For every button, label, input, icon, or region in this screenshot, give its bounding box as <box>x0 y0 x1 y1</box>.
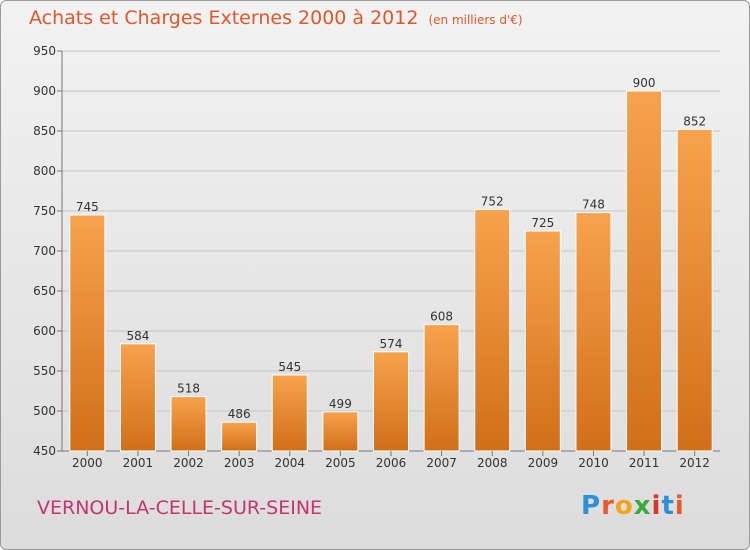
value-labels: 745 584 518 486 545 499 574 608 752 725 748 900 852 <box>76 76 706 421</box>
x-tick-label: 2004 <box>274 456 305 470</box>
x-tick-label: 2012 <box>679 456 710 470</box>
bar <box>373 351 409 452</box>
value-label: 725 <box>531 216 554 230</box>
bar <box>221 421 258 452</box>
value-label: 574 <box>380 337 403 351</box>
bar-series <box>69 90 713 452</box>
x-tick-label: 2007 <box>426 456 457 470</box>
city-name: VERNOU-LA-CELLE-SUR-SEINE <box>37 497 323 519</box>
value-label: 900 <box>633 76 656 90</box>
bar <box>69 214 106 452</box>
x-tick-label: 2002 <box>173 456 204 470</box>
chart-unit: (en milliers d'€) <box>428 13 523 27</box>
logo-letter: i <box>651 491 662 521</box>
value-label: 518 <box>177 382 200 396</box>
logo-letter: r <box>601 491 615 521</box>
proxiti-logo: Proxiti <box>581 491 685 521</box>
y-tick-label: 550 <box>33 364 56 378</box>
logo-letter: o <box>614 491 634 521</box>
logo-letter: t <box>661 491 675 521</box>
bar <box>170 396 207 452</box>
value-label: 752 <box>481 194 504 208</box>
x-tick-label: 2006 <box>376 456 407 470</box>
value-label: 745 <box>76 200 99 214</box>
bar <box>676 128 713 452</box>
chart-title: Achats et Charges Externes 2000 à 2012 (e… <box>29 7 523 29</box>
x-axis: 2000 2001 2002 2003 2004 2005 2006 2007 2008 2009… <box>72 451 710 470</box>
y-tick-label: 450 <box>33 444 56 458</box>
x-tick-label: 2005 <box>325 456 356 470</box>
logo-letter: x <box>633 491 652 521</box>
y-tick-label: 700 <box>33 244 56 258</box>
logo-letter: i <box>674 491 685 521</box>
y-tick-label: 650 <box>33 284 56 298</box>
bar <box>626 90 663 452</box>
x-tick-label: 2000 <box>72 456 103 470</box>
bar <box>119 343 156 452</box>
x-tick-label: 2001 <box>123 456 154 470</box>
y-tick-label: 600 <box>33 324 56 338</box>
bar <box>271 374 308 452</box>
y-tick-label: 800 <box>33 164 56 178</box>
bar <box>322 411 359 452</box>
y-tick-label: 900 <box>33 84 56 98</box>
y-tick-label: 500 <box>33 404 56 418</box>
bar <box>423 324 460 452</box>
value-label: 499 <box>329 397 352 411</box>
x-tick-label: 2009 <box>528 456 559 470</box>
value-label: 852 <box>683 114 706 128</box>
y-tick-label: 850 <box>33 124 56 138</box>
chart-title-text: Achats et Charges Externes 2000 à 2012 <box>29 7 419 29</box>
x-tick-label: 2010 <box>578 456 609 470</box>
value-label: 545 <box>278 360 301 374</box>
bar <box>575 212 612 452</box>
value-label: 608 <box>430 310 453 324</box>
x-tick-label: 2011 <box>629 456 660 470</box>
value-label: 584 <box>126 329 149 343</box>
x-tick-label: 2008 <box>477 456 508 470</box>
bar <box>524 230 561 452</box>
value-label: 748 <box>582 198 605 212</box>
y-tick-label: 950 <box>33 44 56 58</box>
x-tick-label: 2003 <box>224 456 255 470</box>
logo-letter: P <box>581 491 602 521</box>
y-tick-label: 750 <box>33 204 56 218</box>
value-label: 486 <box>228 407 251 421</box>
bar <box>474 208 511 452</box>
